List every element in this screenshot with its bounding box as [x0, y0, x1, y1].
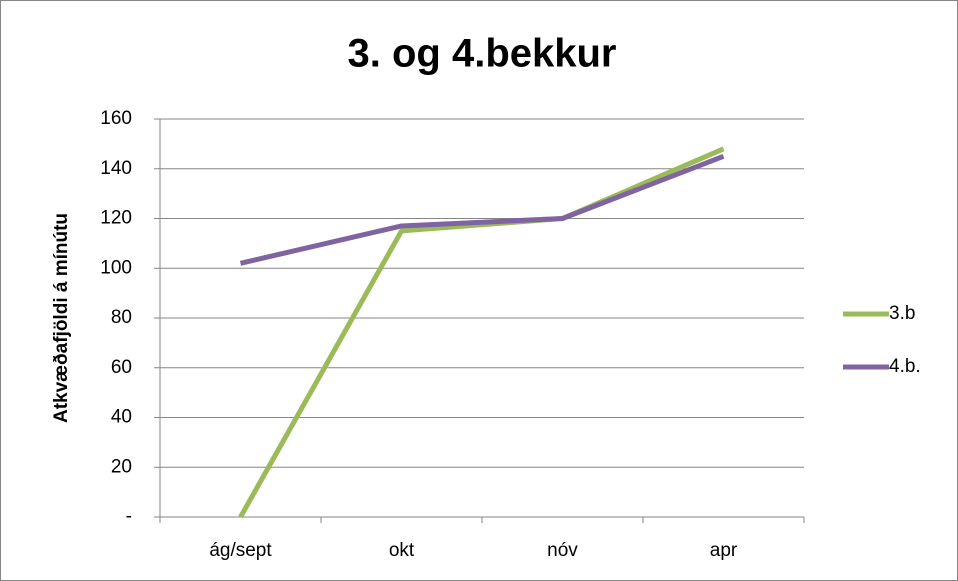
- y-tick-label: 20: [111, 456, 132, 477]
- y-tick-label: -: [126, 506, 132, 527]
- y-tick-label: 40: [111, 407, 132, 428]
- y-tick-label: 100: [100, 257, 132, 278]
- y-tick-label: 60: [111, 357, 132, 378]
- y-tick-label: 120: [100, 208, 132, 229]
- y-tick-label: 160: [100, 108, 132, 129]
- x-tick-label: nóv: [547, 540, 578, 561]
- legend-label: 4.b.: [889, 356, 921, 377]
- x-tick-label: apr: [710, 540, 738, 561]
- chart-title: 3. og 4.bekkur: [348, 32, 617, 76]
- x-tick-label: okt: [389, 540, 415, 561]
- series-line: [239, 153, 725, 266]
- x-tick-label: ág/sept: [209, 540, 272, 561]
- y-tick-label: 80: [111, 307, 132, 328]
- legend-label: 3.b: [889, 303, 915, 324]
- y-tick-label: 140: [100, 158, 132, 179]
- y-axis-label: Atkvæðafjöldi á mínútu: [51, 213, 72, 423]
